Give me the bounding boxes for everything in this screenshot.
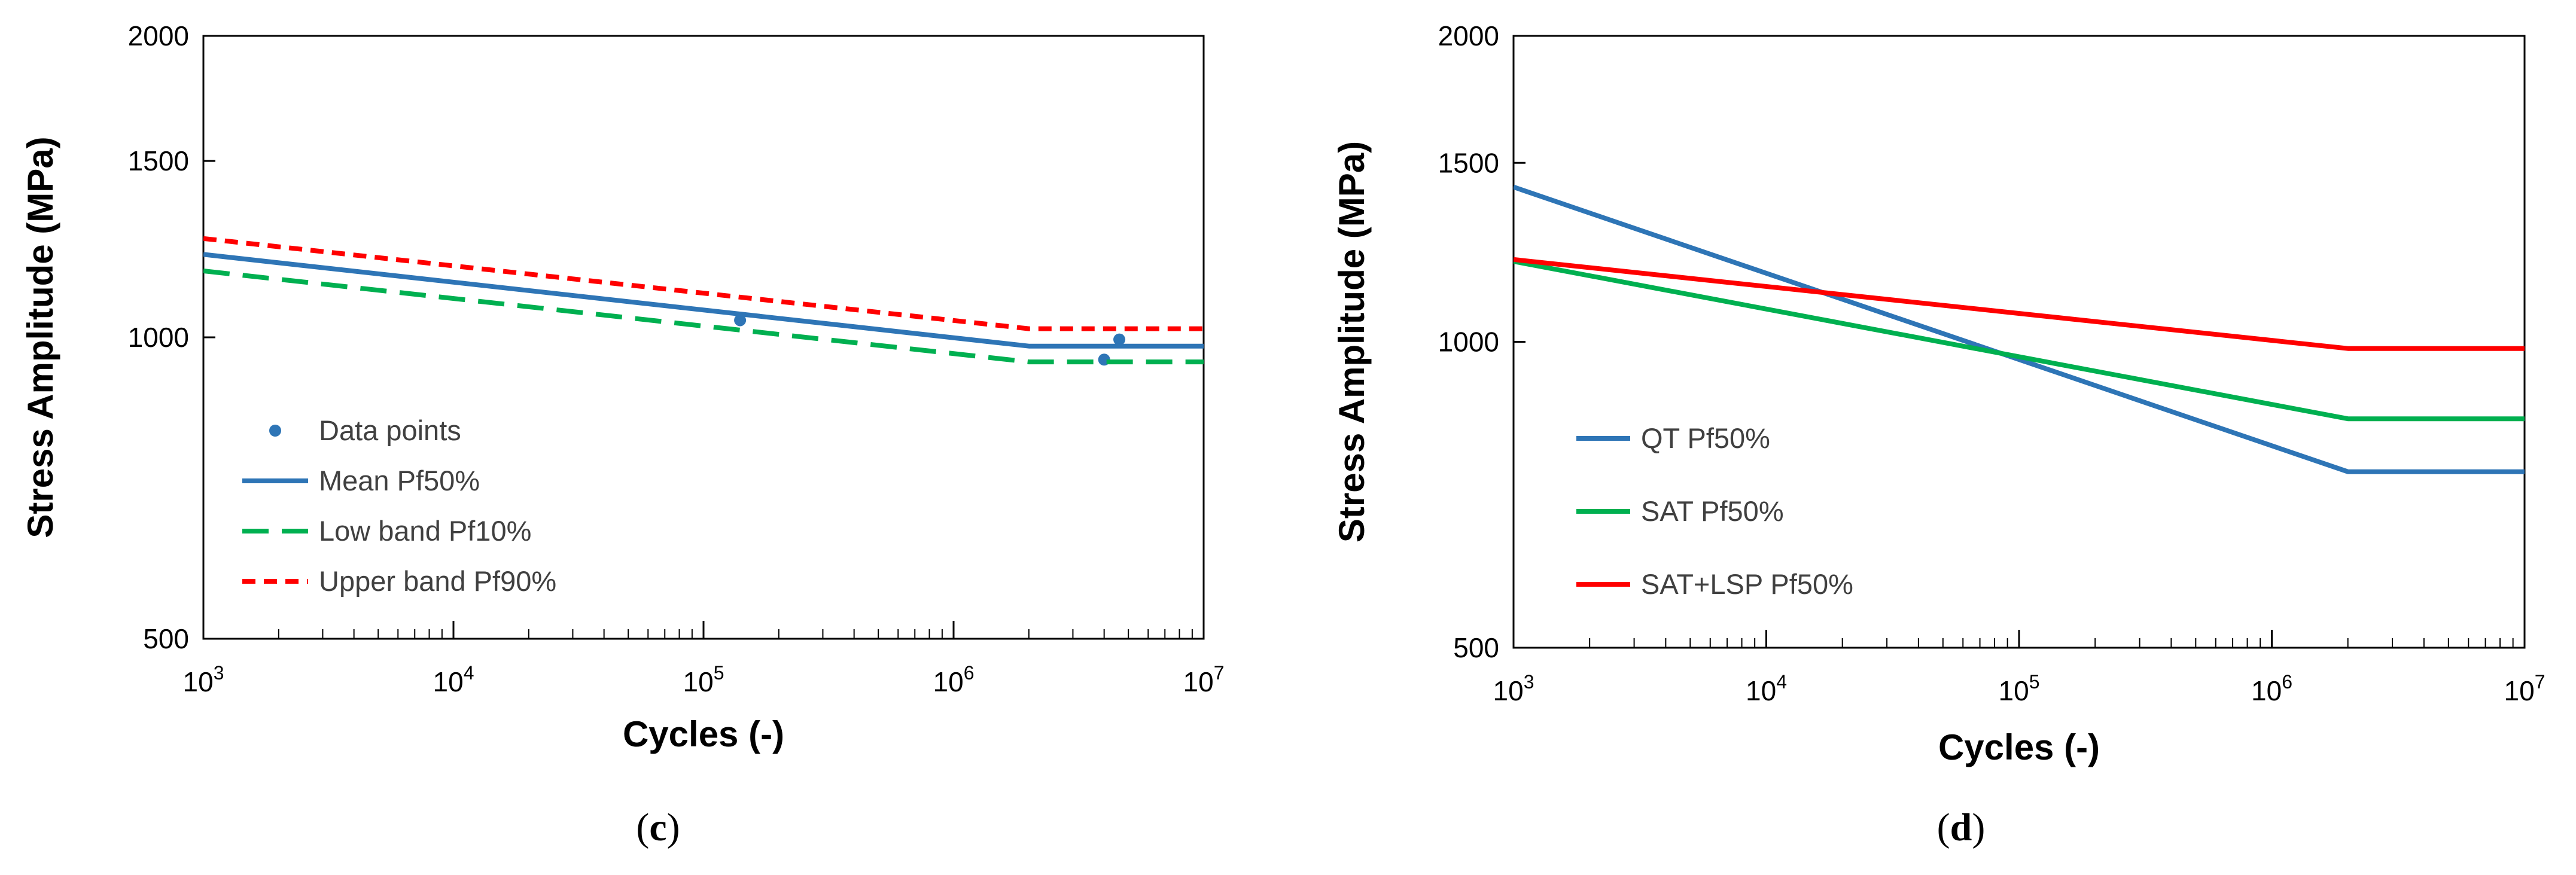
y-axis-title: Stress Amplitude (MPa) [20, 136, 60, 538]
chart-panel-d: 103 104 105 106 107 500 1000 1500 2000 QT Pf50% SA… [1332, 20, 2545, 849]
legend-label: Mean Pf50% [319, 465, 480, 496]
y-tick-label: 500 [1453, 632, 1499, 663]
x-tick-label: 107 [1183, 662, 1225, 697]
data-point [1113, 333, 1126, 346]
x-tick-label: 105 [1999, 671, 2040, 706]
series-line [203, 252, 1204, 349]
y-tick-label: 1000 [1438, 327, 1499, 358]
y-tick-label: 1500 [128, 145, 189, 176]
y-tick-label: 500 [143, 623, 189, 654]
series-line [203, 236, 1204, 331]
x-tick-label: 107 [2504, 671, 2545, 706]
y-axis-title: Stress Amplitude (MPa) [1332, 141, 1372, 542]
series-line [203, 269, 1204, 365]
legend-label: QT Pf50% [1641, 422, 1770, 454]
y-tick-label: 2000 [1438, 20, 1499, 51]
y-tick-label: 2000 [128, 20, 189, 51]
legend-marker [269, 425, 281, 437]
x-tick-label: 104 [433, 662, 474, 697]
x-axis-title: Cycles (-) [1938, 727, 2100, 767]
plot-frame [202, 35, 1205, 640]
series-line [1514, 257, 2525, 351]
legend-label: Low band Pf10% [319, 515, 531, 547]
x-tick-label: 103 [1493, 671, 1534, 706]
x-tick-label: 106 [933, 662, 975, 697]
data-point [734, 314, 747, 327]
panel-caption: (c) [636, 806, 680, 849]
x-tick-label: 103 [183, 662, 224, 697]
legend-label: SAT+LSP Pf50% [1641, 568, 1853, 600]
series-line [1514, 184, 2525, 474]
x-minor-ticks [1589, 638, 2514, 648]
series-line [1514, 259, 2525, 422]
y-tick-label: 1500 [1438, 147, 1499, 178]
x-tick-label: 104 [1746, 671, 1787, 706]
legend-label: SAT Pf50% [1641, 495, 1784, 527]
plot-frame [1512, 35, 2526, 649]
x-tick-label: 106 [2251, 671, 2292, 706]
legend-label: Upper band Pf90% [319, 565, 556, 597]
x-minor-ticks [278, 629, 1193, 639]
legend-label: Data points [319, 414, 461, 446]
chart-panel-c: 103 104 105 106 107 500 1000 1500 2000 Data point… [20, 20, 1224, 849]
y-tick-label: 1000 [128, 322, 189, 353]
panel-caption: (d) [1937, 806, 1986, 849]
legend: Data points Mean Pf50% Low band Pf10% Upper… [242, 414, 556, 597]
x-tick-label: 105 [683, 662, 724, 697]
legend: QT Pf50% SAT Pf50% SAT+LSP Pf50% [1576, 422, 1853, 600]
x-axis-title: Cycles (-) [623, 714, 784, 754]
